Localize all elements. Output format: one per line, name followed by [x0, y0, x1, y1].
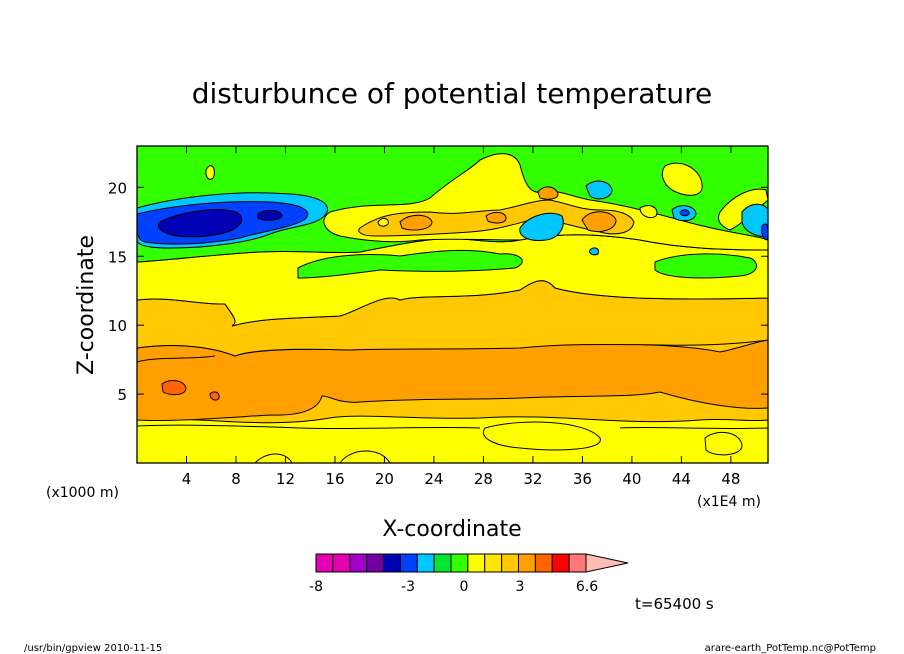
orange-spot-2 [209, 391, 220, 401]
x-tick-label: 40 [622, 470, 641, 488]
x-tick-label: 20 [375, 470, 394, 488]
dark-blue-core [157, 209, 242, 238]
footer-right: arare-earth_PotTemp.nc@PotTemp [705, 643, 876, 654]
yellow-blob-top-1 [205, 165, 215, 180]
x-tick-label: 12 [276, 470, 295, 488]
colorbar-label-3: 3 [516, 579, 525, 595]
x-unit-left: (x1000 m) [46, 485, 119, 501]
cyan-cell-1 [519, 212, 564, 241]
orange-cell-4 [581, 211, 617, 233]
contour-line-3 [619, 426, 768, 430]
colorbar-swatch [484, 553, 503, 573]
x-tick-label: 16 [325, 470, 344, 488]
colorbar-label-zero: 0 [460, 579, 469, 595]
blue-cell-edge [761, 223, 768, 241]
colorbar-swatch [349, 553, 368, 573]
colorbar-swatch [551, 553, 570, 573]
x-tick-label: 8 [231, 470, 241, 488]
orange-spot-1 [161, 380, 187, 396]
chart-title: disturbunce of potential temperature [192, 77, 713, 110]
y-tick-label: 15 [108, 248, 127, 266]
colorbar-swatch [501, 553, 519, 573]
colorbar-arrow [585, 553, 629, 573]
x-tick-label: 44 [672, 470, 691, 488]
orange-cell-1 [399, 214, 433, 231]
x-tick-label: 28 [474, 470, 493, 488]
green-strip-low-1 [297, 249, 523, 279]
plot-area [137, 146, 768, 463]
contour-line-2 [137, 424, 481, 430]
x-tick-label: 4 [182, 470, 192, 488]
colorbar [315, 553, 629, 573]
y-tick-label: 20 [108, 179, 127, 197]
colorbar-swatch [416, 553, 435, 573]
colorbar-swatch [315, 553, 334, 573]
colorbar-swatch [467, 553, 486, 573]
yellow-blob-top-3 [639, 205, 658, 219]
green-strip-low-2 [654, 253, 758, 279]
x-tick-label: 24 [424, 470, 443, 488]
time-label: t=65400 s [635, 595, 714, 613]
orange-cell-2 [485, 211, 507, 224]
y-axis: 5 10 15 20 [108, 179, 768, 404]
colorbar-swatch [433, 553, 452, 573]
colorbar-swatch [399, 553, 418, 573]
colorbar-label-max: 6.6 [576, 579, 598, 595]
x-unit-right: (x1E4 m) [697, 494, 761, 510]
plot-frame [136, 145, 769, 464]
yellow-blob-bottom-1 [482, 421, 601, 451]
yellow-cell-small [377, 217, 389, 227]
yellow-blob-top-2 [661, 162, 703, 196]
colorbar-labels: -8 -3 0 3 6.6 [309, 579, 598, 595]
y-tick-label: 5 [117, 386, 127, 404]
colorbar-swatch [568, 553, 587, 573]
contour-line-1 [137, 355, 216, 363]
x-axis: 4 8 12 16 20 24 28 32 36 40 44 48 [182, 146, 740, 488]
colorbar-label-neg3: -3 [401, 579, 415, 595]
orange-cell-3 [537, 186, 559, 200]
x-tick-label: 32 [523, 470, 542, 488]
colorbar-label-min: -8 [309, 579, 323, 595]
blue-cell-small [679, 209, 690, 217]
colorbar-swatch [366, 553, 384, 573]
yellow-blob-bottom-2 [704, 431, 743, 456]
y-tick-label: 10 [108, 317, 127, 335]
colorbar-swatch [332, 553, 351, 573]
cyan-cell-3 [589, 247, 599, 256]
colorbar-swatch [450, 553, 469, 573]
cyan-cell-2 [585, 180, 613, 200]
x-tick-label: 48 [721, 470, 740, 488]
dark-blue-core-2 [257, 209, 283, 221]
x-tick-label: 36 [573, 470, 592, 488]
colorbar-swatch [383, 553, 401, 573]
x-axis-label: X-coordinate [382, 517, 521, 542]
colorbar-swatch [534, 553, 553, 573]
y-axis-label: Z-coordinate [74, 235, 99, 375]
colorbar-swatch [518, 553, 536, 573]
footer-left: /usr/bin/gpview 2010-11-15 [24, 643, 162, 654]
